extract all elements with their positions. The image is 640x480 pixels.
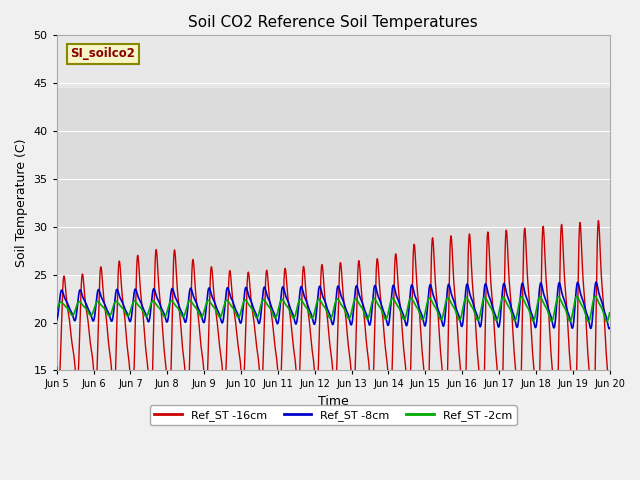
Y-axis label: Soil Temperature (C): Soil Temperature (C) [15, 139, 28, 267]
Text: SI_soilco2: SI_soilco2 [70, 47, 136, 60]
X-axis label: Time: Time [318, 395, 349, 408]
Legend: Ref_ST -16cm, Ref_ST -8cm, Ref_ST -2cm: Ref_ST -16cm, Ref_ST -8cm, Ref_ST -2cm [150, 406, 516, 425]
Bar [57, 88, 609, 275]
Title: Soil CO2 Reference Soil Temperatures: Soil CO2 Reference Soil Temperatures [188, 15, 478, 30]
